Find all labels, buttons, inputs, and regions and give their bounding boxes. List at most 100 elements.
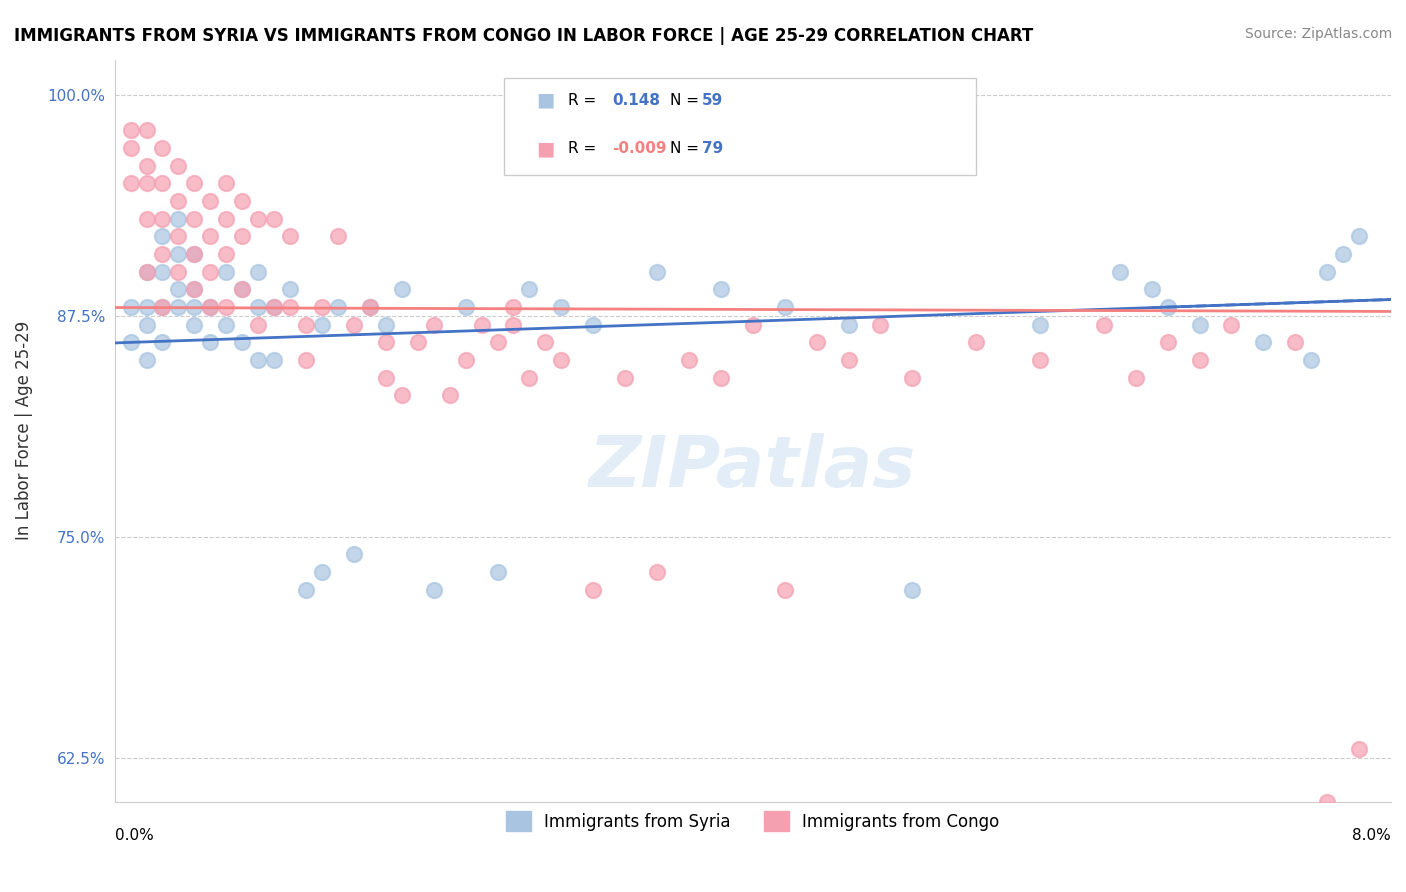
Point: [645, 265, 668, 279]
Point: [167, 159, 190, 173]
Point: [678, 353, 700, 368]
Point: [152, 265, 174, 279]
Text: ■: ■: [536, 91, 554, 110]
Point: [200, 300, 222, 314]
Point: [422, 582, 444, 597]
Text: N =: N =: [669, 141, 699, 156]
Point: [901, 370, 924, 384]
Point: [120, 123, 142, 137]
Legend: Immigrants from Syria, Immigrants from Congo: Immigrants from Syria, Immigrants from C…: [499, 805, 1007, 838]
Point: [152, 211, 174, 226]
Point: [422, 318, 444, 332]
Point: [247, 265, 270, 279]
Point: [231, 229, 253, 244]
Point: [183, 211, 205, 226]
Point: [200, 229, 222, 244]
Text: 79: 79: [702, 141, 723, 156]
Point: [135, 353, 157, 368]
Point: [295, 353, 318, 368]
Point: [200, 194, 222, 208]
Text: Source: ZipAtlas.com: Source: ZipAtlas.com: [1244, 27, 1392, 41]
Text: ■: ■: [536, 139, 554, 158]
Point: [311, 318, 333, 332]
Point: [295, 318, 318, 332]
Point: [1092, 318, 1115, 332]
Point: [773, 582, 796, 597]
Point: [183, 247, 205, 261]
Point: [502, 318, 524, 332]
Point: [838, 318, 860, 332]
Point: [901, 582, 924, 597]
Point: [1029, 318, 1052, 332]
Point: [263, 211, 285, 226]
Point: [247, 300, 270, 314]
Point: [167, 282, 190, 296]
Text: IMMIGRANTS FROM SYRIA VS IMMIGRANTS FROM CONGO IN LABOR FORCE | AGE 25-29 CORREL: IMMIGRANTS FROM SYRIA VS IMMIGRANTS FROM…: [14, 27, 1033, 45]
Point: [247, 353, 270, 368]
Point: [1188, 318, 1211, 332]
Point: [183, 282, 205, 296]
Point: [120, 300, 142, 314]
Point: [231, 194, 253, 208]
Point: [359, 300, 381, 314]
Point: [806, 335, 828, 350]
Point: [502, 300, 524, 314]
Point: [215, 247, 238, 261]
Point: [167, 229, 190, 244]
Point: [135, 318, 157, 332]
Point: [183, 176, 205, 190]
Text: R =: R =: [568, 93, 600, 108]
Point: [343, 548, 366, 562]
Point: [215, 300, 238, 314]
Point: [1253, 335, 1275, 350]
Point: [231, 282, 253, 296]
Point: [263, 300, 285, 314]
Point: [183, 300, 205, 314]
Text: 0.0%: 0.0%: [115, 829, 153, 843]
Point: [486, 565, 509, 579]
Point: [295, 582, 318, 597]
Point: [582, 318, 605, 332]
Point: [1316, 265, 1339, 279]
Point: [1140, 282, 1163, 296]
Point: [120, 176, 142, 190]
Point: [152, 335, 174, 350]
Point: [135, 265, 157, 279]
Text: 0.148: 0.148: [613, 93, 661, 108]
Point: [391, 388, 413, 402]
Point: [374, 318, 396, 332]
Point: [135, 300, 157, 314]
Point: [167, 300, 190, 314]
Point: [167, 247, 190, 261]
Text: N =: N =: [669, 93, 699, 108]
Point: [1156, 335, 1178, 350]
Point: [326, 229, 349, 244]
Point: [231, 282, 253, 296]
Point: [454, 300, 477, 314]
Point: [710, 282, 733, 296]
FancyBboxPatch shape: [503, 78, 976, 175]
Point: [231, 335, 253, 350]
Point: [152, 176, 174, 190]
Text: 8.0%: 8.0%: [1353, 829, 1391, 843]
Point: [167, 265, 190, 279]
Point: [741, 318, 763, 332]
Point: [152, 247, 174, 261]
Point: [454, 353, 477, 368]
Point: [135, 123, 157, 137]
Point: [183, 318, 205, 332]
Point: [278, 282, 301, 296]
Point: [1348, 229, 1371, 244]
Point: [135, 159, 157, 173]
Point: [614, 370, 637, 384]
Point: [135, 265, 157, 279]
Text: R =: R =: [568, 141, 600, 156]
Point: [343, 318, 366, 332]
Point: [247, 318, 270, 332]
Point: [471, 318, 494, 332]
Point: [550, 300, 572, 314]
Point: [152, 300, 174, 314]
Point: [247, 211, 270, 226]
Point: [1284, 335, 1306, 350]
Point: [278, 300, 301, 314]
